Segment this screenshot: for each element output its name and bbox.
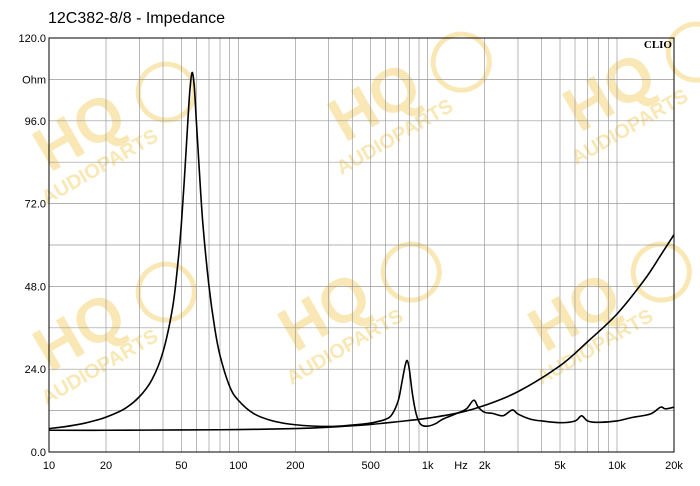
- brand-label: CLIO: [644, 39, 673, 51]
- x-tick-label: 10k: [608, 460, 626, 472]
- chart-title: 12C382-8/8 - Impedance: [48, 10, 225, 27]
- impedance-curve-2: [48, 234, 675, 432]
- x-tick-label: 20k: [665, 460, 683, 472]
- y-tick-label: 48.0: [25, 281, 46, 293]
- y-tick-label: 120.0: [18, 33, 46, 45]
- x-tick-label: 500: [361, 460, 379, 472]
- x-tick-label: 20: [100, 460, 112, 472]
- watermark-speaker-icon: [665, 21, 700, 83]
- x-tick-label: 100: [229, 460, 247, 472]
- x-tick-label: 2k: [479, 460, 491, 472]
- x-tick-label: 50: [175, 460, 187, 472]
- y-tick-label: 96.0: [25, 116, 46, 128]
- x-unit-label: Hz: [454, 460, 467, 472]
- y-tick-label: 0.0: [31, 447, 46, 459]
- x-tick-label: 200: [286, 460, 304, 472]
- watermark-speaker-icon: [430, 31, 492, 93]
- y-unit-label: Ohm: [22, 74, 46, 86]
- y-tick-label: 24.0: [25, 364, 46, 376]
- axis-labels: 0.0 24.0 48.0 72.0 96.0 120.0 Ohm 10 20 50 100 200 5…: [18, 33, 683, 472]
- series-layer: [48, 71, 675, 432]
- impedance-curve-1: [48, 71, 675, 430]
- grid-layer: [48, 38, 675, 452]
- plot-frame: [48, 37, 675, 453]
- x-tick-label: 5k: [554, 460, 566, 472]
- x-tick-label: 1k: [422, 460, 434, 472]
- x-tick-label: 10: [43, 460, 55, 472]
- y-tick-label: 72.0: [25, 199, 46, 211]
- watermark-speaker-icon: [135, 261, 197, 323]
